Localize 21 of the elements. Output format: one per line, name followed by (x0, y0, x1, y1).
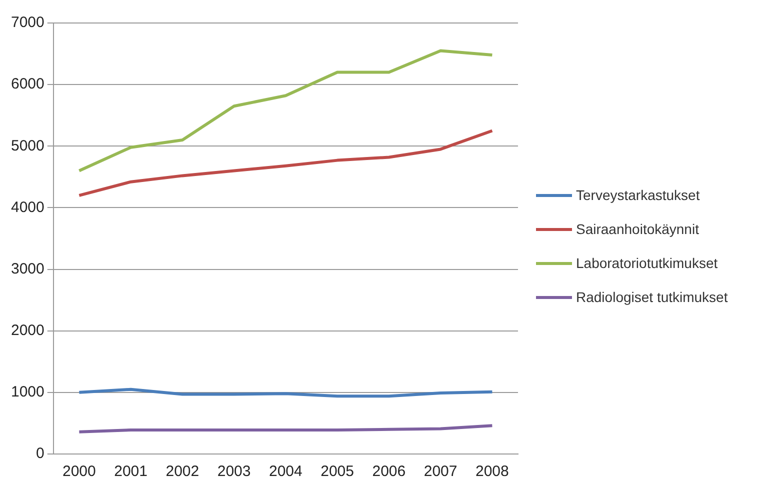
y-tick-label: 3000 (10, 260, 44, 278)
x-tick-label: 2007 (424, 463, 458, 480)
legend-label: Sairaanhoitokäynnit (576, 221, 699, 237)
x-tick-label: 2005 (320, 463, 354, 480)
legend-label: Radiologiset tutkimukset (576, 289, 728, 305)
y-tick-label: 1000 (10, 384, 44, 401)
y-tick-label: 0 (36, 445, 44, 462)
x-tick-label: 2001 (114, 463, 148, 480)
x-tick-label: 2002 (166, 463, 200, 480)
legend-label: Laboratoriotutkimukset (576, 255, 718, 271)
legend-label: Terveystarkastukset (576, 187, 700, 203)
y-tick-label: 6000 (10, 76, 44, 93)
y-tick-label: 7000 (10, 14, 44, 32)
y-tick-label: 4000 (10, 198, 44, 216)
x-tick-label: 2003 (217, 463, 251, 480)
x-tick-label: 2006 (372, 463, 406, 480)
x-tick-label: 2000 (62, 463, 96, 480)
y-tick-label: 5000 (10, 137, 44, 154)
x-tick-label: 2008 (476, 463, 509, 480)
y-tick-label: 2000 (10, 322, 44, 339)
x-tick-label: 2004 (268, 463, 302, 480)
